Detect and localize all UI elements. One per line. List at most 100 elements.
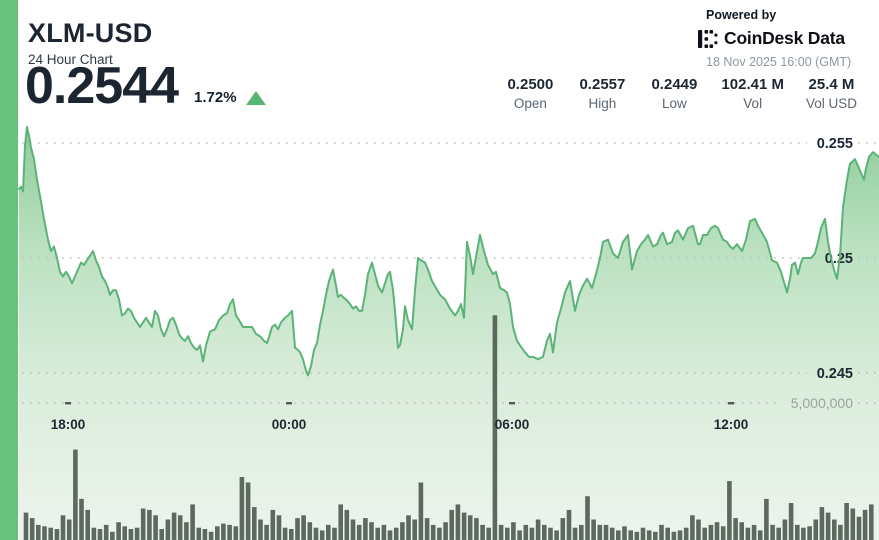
coindesk-logo-icon: [698, 29, 718, 48]
left-accent-strip: [0, 0, 18, 540]
volume-bar: [42, 526, 47, 540]
brand-name: CoinDesk Data: [724, 28, 845, 48]
volume-bar: [381, 524, 387, 540]
volume-bar: [733, 518, 738, 540]
volume-bar: [227, 524, 232, 540]
volume-bar: [215, 526, 220, 540]
volume-bar: [400, 522, 405, 540]
volume-bar: [770, 524, 775, 540]
volume-bar: [714, 522, 720, 540]
volume-bar: [208, 531, 214, 540]
volume-bar: [23, 512, 29, 540]
volume-bar: [153, 515, 158, 540]
volume-bar: [511, 522, 516, 540]
volume-bar: [795, 524, 800, 540]
volume-bar: [177, 515, 183, 540]
volume-bar: [91, 527, 97, 540]
volume-bar: [134, 527, 140, 540]
stat-high: 0.2557 High: [577, 76, 627, 111]
volume-bar: [665, 527, 670, 540]
volume-bar: [801, 527, 806, 540]
volume-bar: [838, 524, 843, 540]
volume-bar: [461, 512, 467, 540]
stat-high-label: High: [588, 96, 617, 111]
volume-bar: [412, 519, 417, 540]
volume-bar: [832, 519, 837, 540]
volume-bar: [350, 519, 356, 540]
volume-bar: [480, 524, 485, 540]
volume-bar: [529, 527, 535, 540]
volume-bar: [622, 526, 627, 540]
volume-bar: [498, 524, 504, 540]
volume-bar: [282, 527, 288, 540]
volume-bar: [60, 515, 66, 540]
volume-bar: [103, 524, 109, 540]
volume-bar: [455, 504, 461, 540]
volume-bar: [813, 519, 819, 540]
stat-vol-usd-value: 25.4 M: [808, 76, 855, 93]
volume-bar: [696, 519, 701, 540]
volume-bar: [406, 515, 411, 540]
volume-bar: [424, 518, 430, 540]
volume-bar: [708, 524, 714, 540]
volume-bar: [616, 530, 621, 540]
ohlc-stats-row: 0.2500 Open 0.2557 High 0.2449 Low 102.4…: [505, 76, 857, 111]
volume-bar: [844, 503, 849, 540]
volume-bar: [313, 527, 319, 540]
volume-bar: [683, 527, 689, 540]
stat-open-label: Open: [513, 96, 547, 111]
volume-bar: [73, 449, 78, 540]
volume-bar: [572, 527, 578, 540]
stat-high-value: 0.2557: [579, 76, 626, 93]
volume-bar: [653, 531, 658, 540]
volume-bar: [338, 504, 343, 540]
volume-bar: [782, 519, 788, 540]
volume-bar: [579, 524, 584, 540]
volume-bar: [517, 530, 522, 540]
volume-bar: [307, 522, 313, 540]
page-title: XLM-USD: [28, 18, 153, 48]
volume-bar: [369, 522, 374, 540]
volume-bar: [671, 531, 677, 540]
volume-bar: [449, 509, 454, 540]
chart-subtitle: 24 Hour Chart: [28, 52, 113, 67]
up-triangle-icon: [245, 91, 266, 105]
volume-bar: [128, 529, 134, 540]
y-axis-label: 0.255: [817, 136, 853, 152]
volume-bar: [363, 518, 368, 540]
volume-bar: [245, 482, 251, 540]
volume-bar: [332, 527, 337, 540]
volume-bar: [295, 518, 300, 540]
stat-open: 0.2500 Open: [505, 76, 555, 111]
volume-bar: [54, 529, 60, 540]
price-line: [18, 125, 879, 377]
volume-bar: [258, 519, 263, 540]
x-axis-tick: [65, 402, 71, 405]
volume-bar: [727, 481, 732, 540]
timestamp: 18 Nov 2025 16:00 (GMT): [706, 55, 852, 69]
volume-bar: [505, 527, 510, 540]
x-axis-tick: [728, 402, 734, 405]
volume-bar: [764, 498, 769, 540]
price-change-percent: 1.72%: [194, 89, 237, 106]
x-axis-tick: [286, 402, 292, 405]
x-axis-tick: [509, 402, 515, 405]
volume-bar: [788, 503, 794, 540]
volume-bar: [171, 512, 177, 540]
stat-vol-value: 102.41 M: [721, 76, 784, 93]
volume-bar: [387, 530, 393, 540]
volume-bar: [492, 315, 498, 540]
powered-by-block: Powered by CoinDesk Data 18 Nov 2025 16:…: [698, 8, 858, 69]
volume-bar: [239, 477, 245, 540]
volume-bar: [122, 526, 127, 540]
brand-row[interactable]: CoinDesk Data: [698, 28, 858, 49]
volume-bar: [720, 526, 726, 540]
volume-bar: [66, 519, 72, 540]
volume-bar: [289, 529, 294, 540]
stat-vol-label: Vol: [743, 96, 763, 111]
volume-bar: [850, 508, 856, 540]
volume-bar: [326, 524, 331, 540]
volume-bar: [659, 524, 664, 540]
